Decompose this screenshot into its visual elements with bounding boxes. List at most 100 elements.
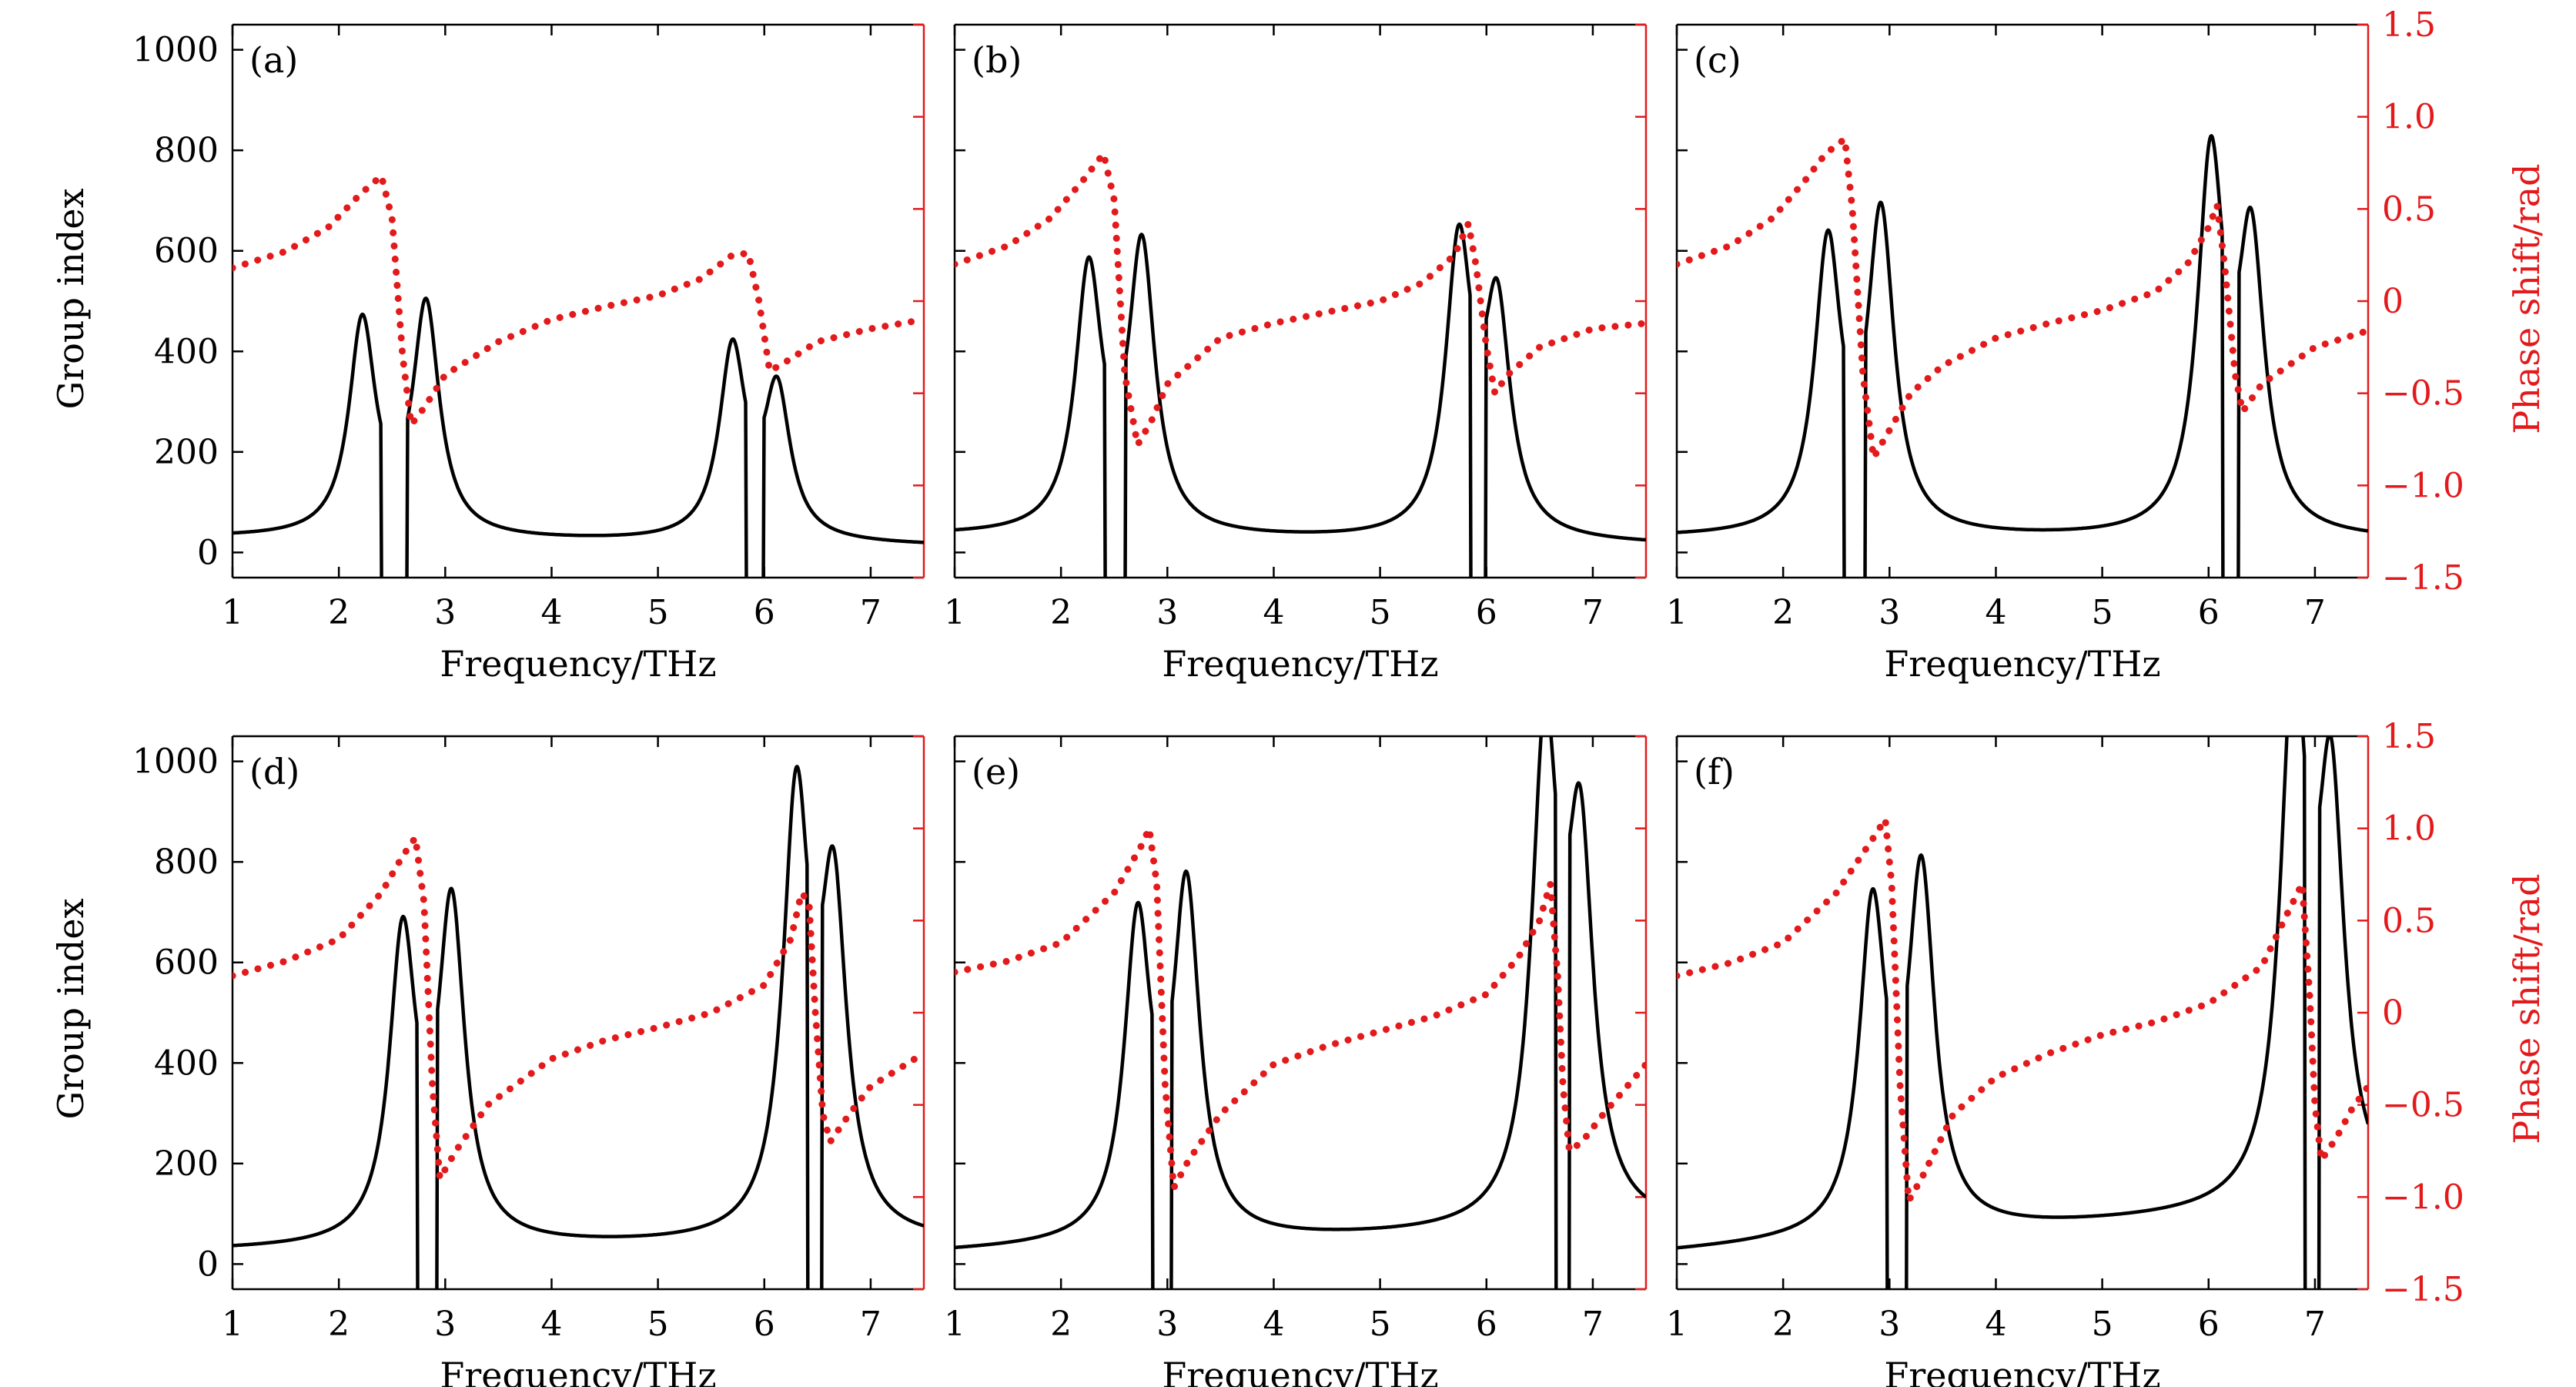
y2-tick-label: 0 <box>2382 282 2404 321</box>
y-tick-label: 400 <box>154 1044 219 1083</box>
panel-e: 1 2 3 4 5 6 7 Frequency/THz (e) <box>944 735 1648 1387</box>
x-axis-title: Frequency/THz <box>1884 643 2160 685</box>
y-tick-label: 0 <box>197 533 219 572</box>
y2-tick-label: −1.0 <box>2382 466 2464 505</box>
panel-label: (f) <box>1694 751 1735 792</box>
panel-label: (b) <box>972 39 1022 81</box>
panel-c: 1 2 3 4 5 6 7 Frequency/THz 1.5 1.0 0.5 0 −0.5 −1.0 −1… <box>1666 5 2464 685</box>
x-tick-label: 7 <box>860 1305 882 1344</box>
x-tick-label: 7 <box>1582 1305 1604 1344</box>
x-tick-label: 1 <box>944 593 965 632</box>
panel-a: 1 2 3 4 5 6 7 Frequency/THz 0 200 400 600 800 1000 (a) <box>132 23 925 685</box>
panel-f: 1 2 3 4 5 6 7 Frequency/THz 1.5 1.0 0.5 0 −0.5 −1.0 −1… <box>1666 717 2464 1387</box>
y2-tick-label: −1.5 <box>2382 558 2464 598</box>
x-tick-label: 3 <box>434 593 456 632</box>
y2-tick-label: 1.5 <box>2382 5 2436 45</box>
x-tick-label: 3 <box>1878 1305 1900 1344</box>
group-index-line <box>955 222 1646 578</box>
y-tick-label: 800 <box>154 843 219 882</box>
x-tick-label: 2 <box>1050 593 1072 632</box>
x-tick-label: 3 <box>1156 593 1178 632</box>
x-tick-label: 1 <box>1666 1305 1688 1344</box>
x-tick-label: 7 <box>2304 1305 2326 1344</box>
y2-tick-label: 0.5 <box>2382 901 2436 940</box>
y2-tick-label: 0 <box>2382 993 2404 1033</box>
x-tick-label: 6 <box>1476 593 1497 632</box>
panel-label: (d) <box>249 751 299 792</box>
x-tick-label: 2 <box>1050 1305 1072 1344</box>
x-tick-label: 5 <box>2092 1305 2113 1344</box>
phase-shift-line <box>1677 132 2368 469</box>
panel-label: (c) <box>1694 39 1741 81</box>
phase-shift-line <box>955 146 1646 455</box>
x-tick-label: 5 <box>1370 1305 1391 1344</box>
y-tick-label: 1000 <box>132 742 219 782</box>
right-axis-title-bottom: Phase shift/rad <box>2506 873 2548 1144</box>
x-tick-label: 3 <box>1156 1305 1178 1344</box>
phase-shift-line <box>1677 809 2368 1212</box>
x-tick-label: 7 <box>860 593 882 632</box>
x-tick-label: 2 <box>328 1305 350 1344</box>
x-axis-title: Frequency/THz <box>440 643 716 685</box>
y2-tick-label: −0.5 <box>2382 374 2464 414</box>
x-axis-title: Frequency/THz <box>1884 1355 2160 1387</box>
x-tick-label: 6 <box>754 593 775 632</box>
panel-label: (e) <box>972 751 1020 792</box>
x-tick-label: 6 <box>2198 1305 2220 1344</box>
x-tick-label: 4 <box>540 593 562 632</box>
x-tick-label: 2 <box>1772 593 1794 632</box>
x-tick-label: 5 <box>647 1305 669 1344</box>
x-tick-label: 4 <box>1985 593 2006 632</box>
x-tick-label: 6 <box>754 1305 775 1344</box>
phase-shift-line <box>955 816 1646 1200</box>
left-axis-title-top: Group index <box>50 188 92 409</box>
group-index-line <box>233 765 924 1289</box>
phase-shift-line <box>233 828 924 1191</box>
y2-tick-label: −1.0 <box>2382 1178 2464 1217</box>
x-axis-title: Frequency/THz <box>440 1355 716 1387</box>
panel-label: (a) <box>249 39 298 81</box>
y-tick-label: 1000 <box>132 31 219 70</box>
group-index-line <box>1677 134 2368 578</box>
x-tick-label: 4 <box>1985 1305 2006 1344</box>
y2-tick-label: 1.0 <box>2382 98 2436 137</box>
x-tick-label: 7 <box>1582 593 1604 632</box>
group-index-line <box>1677 736 2368 1289</box>
panel-b: 1 2 3 4 5 6 7 Frequency/THz (b) <box>944 23 1648 685</box>
y-tick-label: 400 <box>154 332 219 371</box>
x-tick-label: 3 <box>434 1305 456 1344</box>
x-tick-label: 3 <box>1878 593 1900 632</box>
x-axis-title: Frequency/THz <box>1162 643 1438 685</box>
y2-tick-label: −0.5 <box>2382 1086 2464 1125</box>
x-axis-title: Frequency/THz <box>1162 1355 1438 1387</box>
group-index-line <box>233 296 924 578</box>
x-tick-label: 5 <box>1370 593 1391 632</box>
right-axis-title-top: Phase shift/rad <box>2506 163 2548 434</box>
y-tick-label: 0 <box>197 1245 219 1284</box>
x-tick-label: 2 <box>1772 1305 1794 1344</box>
x-tick-label: 4 <box>540 1305 562 1344</box>
y-tick-label: 200 <box>154 1144 219 1184</box>
y2-tick-label: −1.5 <box>2382 1270 2464 1309</box>
y2-tick-label: 0.5 <box>2382 189 2436 229</box>
x-tick-label: 1 <box>222 1305 243 1344</box>
y-tick-label: 200 <box>154 433 219 472</box>
y-tick-label: 800 <box>154 131 219 170</box>
x-tick-label: 6 <box>1476 1305 1497 1344</box>
group-index-line <box>955 736 1646 1289</box>
panel-d: 1 2 3 4 5 6 7 Frequency/THz 0 200 400 600 800 1000 (d) <box>132 735 925 1387</box>
y2-tick-label: 1.5 <box>2382 717 2436 756</box>
x-tick-label: 1 <box>1666 593 1688 632</box>
x-tick-label: 5 <box>647 593 669 632</box>
x-tick-label: 1 <box>944 1305 965 1344</box>
y-tick-label: 600 <box>154 232 219 271</box>
x-tick-label: 5 <box>2092 593 2113 632</box>
left-axis-title-bottom: Group index <box>50 898 92 1119</box>
phase-shift-line <box>233 169 924 434</box>
x-tick-label: 7 <box>2304 593 2326 632</box>
x-tick-label: 4 <box>1263 1305 1284 1344</box>
x-tick-label: 4 <box>1263 593 1284 632</box>
y2-tick-label: 1.0 <box>2382 809 2436 849</box>
x-tick-label: 6 <box>2198 593 2220 632</box>
